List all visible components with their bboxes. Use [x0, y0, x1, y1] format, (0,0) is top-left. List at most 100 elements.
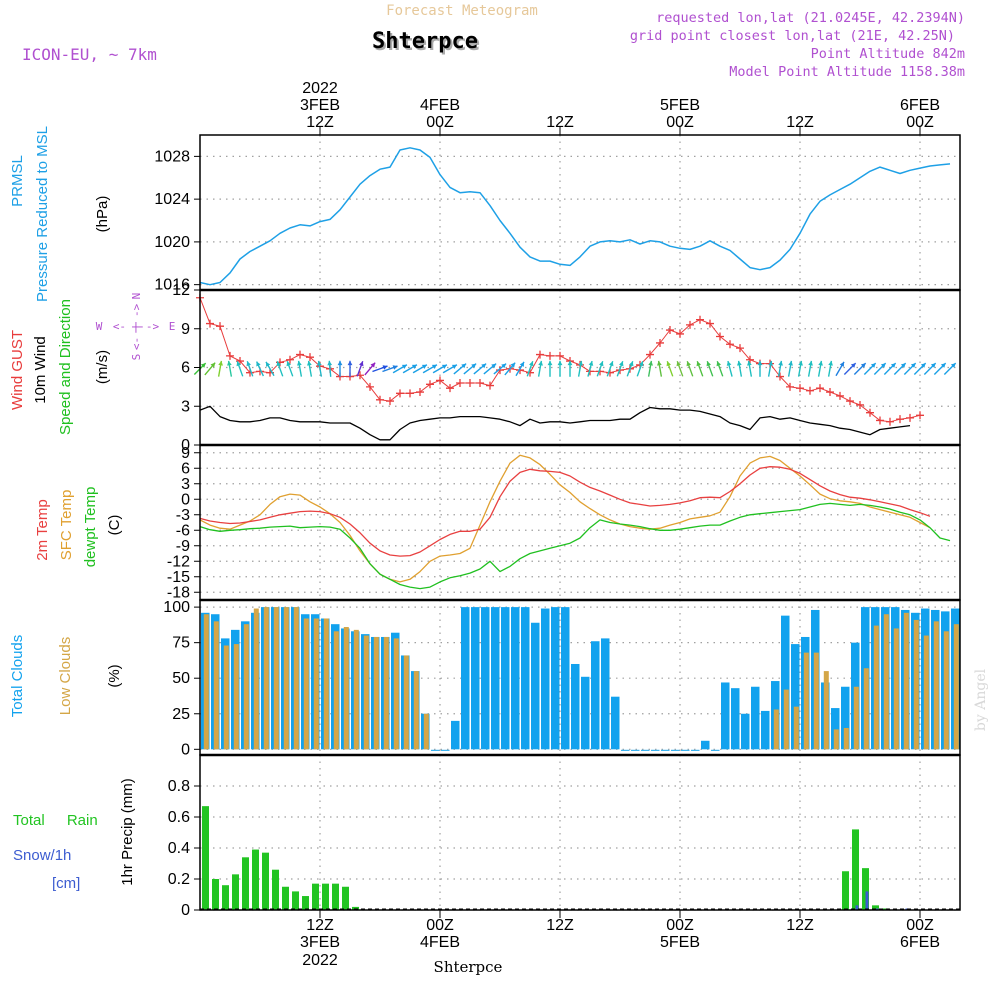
total-cloud-bar: [471, 607, 480, 750]
y-tick-label: 75: [172, 635, 190, 652]
rain-bar: [852, 829, 859, 910]
sfc-temp-line: [199, 454, 931, 583]
grid-coords: grid point closest lon,lat (21E, 42.25N): [630, 28, 955, 44]
temp-unit: (C): [106, 515, 123, 536]
gust-marker: [866, 408, 874, 417]
wind-10m-label: 10m Wind: [32, 336, 49, 404]
rain-bar: [332, 883, 339, 910]
y-tick-label: -15: [167, 569, 190, 586]
gust-marker: [876, 416, 884, 425]
y-tick-label: 1028: [154, 148, 190, 165]
wind-arrow-head: [726, 361, 732, 366]
cloud-unit: (%): [106, 664, 123, 687]
total-cloud-bar: [741, 713, 750, 750]
bottom-time-label: 5FEB: [660, 934, 700, 951]
wind-arrow-head: [828, 360, 833, 366]
total-cloud-bar: [491, 607, 500, 750]
total-cloud-bar: [591, 641, 600, 750]
low-cloud-bar: [353, 629, 359, 750]
low-cloud-bar: [373, 636, 379, 750]
y-tick-label: 3: [181, 398, 190, 415]
gust-marker: [226, 351, 234, 360]
rain-bar: [862, 868, 869, 910]
frames-layer: [199, 134, 961, 911]
wind-arrow-head: [519, 361, 524, 367]
low-cloud-bar: [213, 621, 219, 750]
gust-marker: [736, 344, 744, 353]
gust-marker: [746, 355, 754, 364]
wind-arrow-head: [578, 360, 583, 366]
total-clouds-label: Total Clouds: [9, 635, 26, 718]
wind-arrow-head: [218, 360, 223, 366]
total-cloud-bar: [831, 708, 840, 750]
t2m-line: [199, 466, 931, 557]
y-tick-label: 50: [172, 670, 190, 687]
gust-marker: [646, 350, 654, 359]
gust-marker: [826, 388, 834, 397]
top-time-label: 12Z: [786, 114, 814, 131]
wind-arrow-head: [256, 361, 261, 367]
compass-vertical: <- | ->: [130, 303, 143, 350]
gust-marker: [476, 379, 484, 387]
gust-marker: [676, 329, 684, 338]
top-time-label: 00Z: [906, 114, 934, 131]
top-time-label: 6FEB: [900, 97, 940, 114]
low-cloud-bar: [423, 713, 429, 750]
low-cloud-bar: [823, 671, 829, 750]
data-layer: [193, 147, 960, 910]
wind-speed-dir-label: Speed and Direction: [57, 299, 74, 435]
wind-arrow-head: [461, 363, 467, 369]
low-cloud-bar: [913, 619, 919, 750]
low-cloud-bar: [833, 729, 839, 750]
low-cloud-bar: [273, 607, 279, 750]
gust-marker: [896, 415, 904, 424]
wind-arrow-head: [557, 360, 563, 366]
low-cloud-bar: [253, 608, 259, 750]
compass-horizontal: <- | ->: [113, 320, 160, 333]
gust-marker: [556, 351, 564, 360]
wind-arrow-head: [608, 361, 614, 367]
wind-arrow-head: [930, 363, 936, 368]
low-cloud-bar: [233, 644, 239, 750]
gust-marker: [916, 411, 924, 420]
pressure-label-prmsl: PRMSL: [9, 155, 26, 207]
low-cloud-bar: [853, 686, 859, 750]
bottom-location: Shterpce: [434, 958, 503, 976]
gust-marker: [386, 397, 394, 406]
precip-unit: 1hr Precip (mm): [119, 778, 136, 886]
gust-marker: [206, 319, 214, 328]
y-tick-label: -6: [176, 522, 190, 539]
point-altitude: Point Altitude 842m: [811, 46, 965, 62]
total-cloud-bar: [571, 663, 580, 750]
total-cloud-bar: [751, 686, 760, 750]
watermark: by Angel: [973, 668, 989, 731]
total-cloud-bar: [611, 696, 620, 750]
rain-bar: [872, 905, 879, 910]
wind-arrow-head: [666, 361, 672, 367]
gust-marker: [486, 381, 494, 390]
gust-marker: [496, 366, 504, 375]
wind-arrow-head: [696, 361, 702, 367]
low-cloud-bar: [933, 621, 939, 750]
wind-arrow-head: [286, 361, 292, 367]
wind-gust-label: Wind GUST: [9, 330, 26, 410]
gust-marker: [816, 384, 824, 393]
low-cloud-bar: [803, 652, 809, 750]
total-cloud-bar: [501, 607, 510, 750]
wind-arrow-head: [528, 361, 534, 367]
total-cloud-bar: [521, 607, 530, 750]
gust-marker: [436, 376, 444, 385]
rain-bar: [292, 891, 299, 910]
gust-marker: [706, 319, 714, 328]
wind-arrow-head: [317, 360, 322, 366]
gust-marker: [446, 384, 454, 393]
rain-bar: [202, 806, 209, 910]
low-cloud-bar: [893, 628, 899, 750]
compass-south: S: [130, 354, 143, 361]
wind-arrow-head: [501, 363, 507, 369]
wind-arrow-head: [510, 362, 516, 368]
total-cloud-bar: [841, 686, 850, 750]
gust-marker: [806, 386, 814, 395]
cloud-side-labels: Total Clouds Low Clouds (%): [9, 635, 123, 718]
